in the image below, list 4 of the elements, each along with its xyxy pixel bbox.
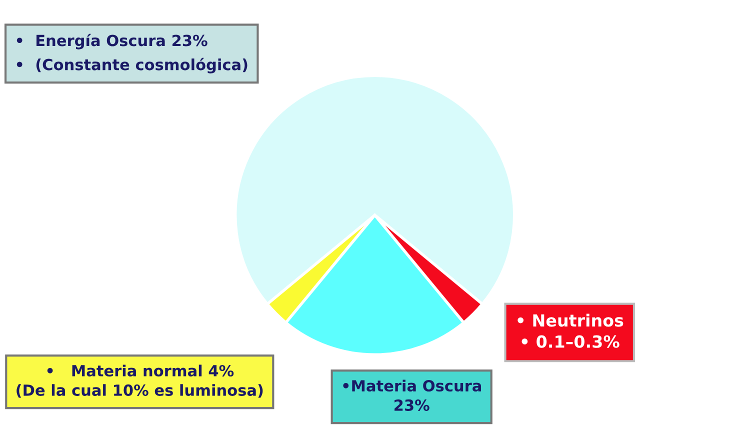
slice-label: • Materia normal 4% (De la cual 10% es luminosa) — [16, 364, 263, 398]
slice-label: • Energía Oscura 23% • (Constante cosmológica) — [16, 34, 248, 74]
slice-label: •Materia Oscura 23% — [343, 380, 481, 411]
slice-label: • Neutrinos • 0.1–0.3% — [518, 314, 624, 348]
